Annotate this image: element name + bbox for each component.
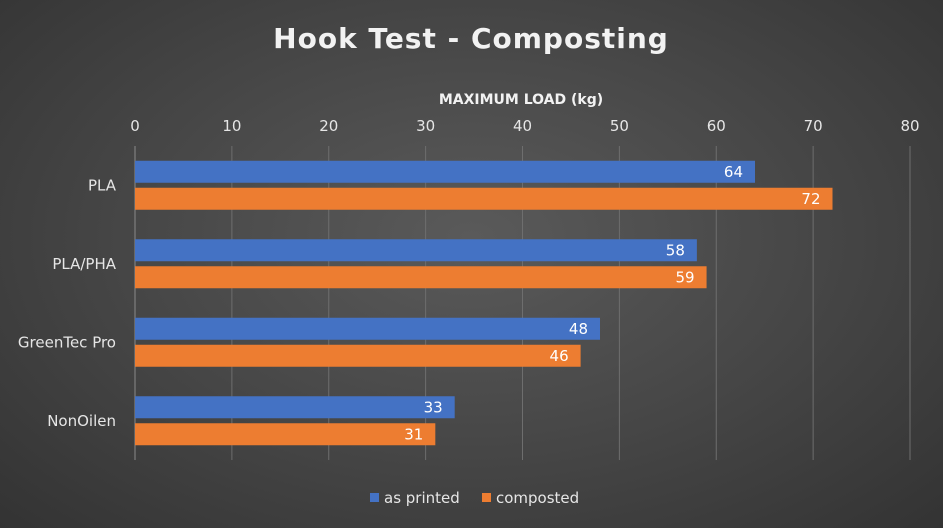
data-label: 59 (675, 268, 694, 286)
bar-as-printed-GreenTec-Pro (135, 317, 600, 340)
bar-composted-GreenTec-Pro (135, 344, 581, 367)
bar-as-printed-PLA-PHA (135, 239, 697, 262)
x-tick-label: 80 (900, 117, 919, 135)
data-label: 31 (404, 425, 423, 443)
category-label: PLA (88, 176, 117, 194)
bar-as-printed-NonOilen (135, 396, 455, 419)
data-label: 72 (801, 190, 820, 208)
x-axis-ticks: 0 10 20 30 40 50 60 70 80 (130, 117, 919, 135)
legend-swatch (482, 493, 491, 502)
category-labels: PLA PLA/PHA GreenTec Pro NonOilen (18, 176, 117, 430)
data-label: 64 (724, 163, 743, 181)
bar-composted-PLA-PHA (135, 266, 707, 289)
x-axis-title: MAXIMUM LOAD (kg) (439, 92, 603, 108)
data-label: 48 (569, 320, 588, 338)
data-label: 46 (550, 347, 569, 365)
legend: as printed composted (370, 489, 579, 507)
bar-composted-NonOilen (135, 423, 436, 446)
category-label: NonOilen (47, 412, 116, 430)
category-label: GreenTec Pro (18, 333, 116, 351)
legend-label: as printed (384, 489, 460, 507)
bar-as-printed-PLA (135, 160, 755, 183)
bar-composted-PLA (135, 187, 833, 210)
legend-label: composted (496, 489, 579, 507)
x-tick-label: 0 (130, 117, 140, 135)
x-tick-label: 50 (610, 117, 629, 135)
category-label: PLA/PHA (52, 255, 116, 273)
data-label: 33 (424, 398, 443, 416)
x-tick-label: 70 (804, 117, 823, 135)
data-label: 58 (666, 241, 685, 259)
x-tick-label: 60 (707, 117, 726, 135)
x-tick-label: 40 (513, 117, 532, 135)
x-tick-label: 10 (222, 117, 241, 135)
legend-swatch (370, 493, 379, 502)
bars (135, 160, 833, 446)
chart-title: Hook Test - Composting (273, 22, 669, 55)
x-tick-label: 30 (416, 117, 435, 135)
x-tick-label: 20 (319, 117, 338, 135)
